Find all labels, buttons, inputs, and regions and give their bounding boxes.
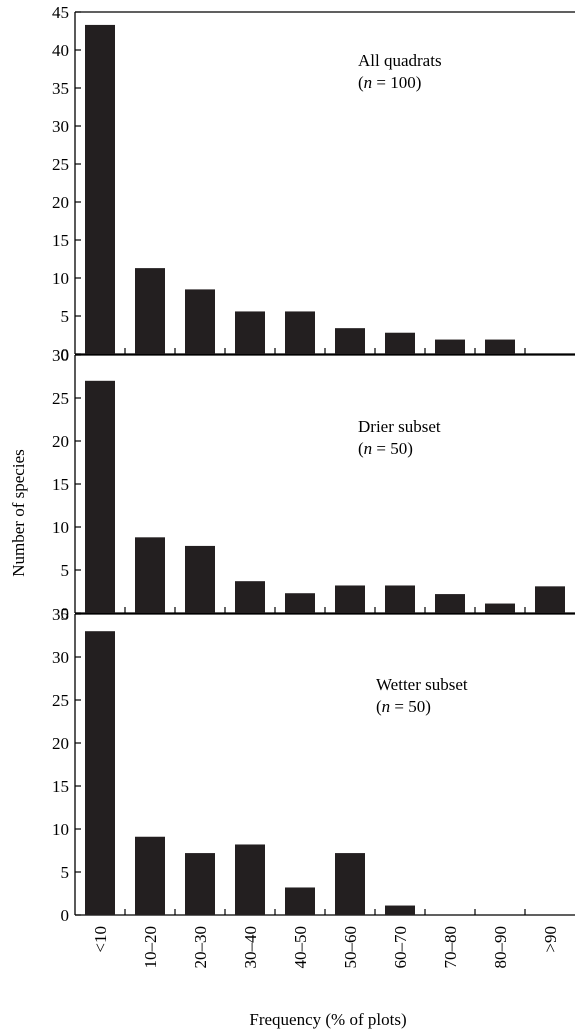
- bar-60–70: [385, 585, 415, 613]
- x-tick-label: 70–80: [441, 926, 460, 969]
- y-tick-label: 25: [52, 389, 69, 408]
- y-tick-label: 30: [52, 117, 69, 136]
- bar-20–30: [185, 289, 215, 354]
- y-tick-label: 0: [61, 345, 70, 364]
- x-tick-label: <10: [91, 926, 110, 953]
- y-tick-label: 10: [52, 820, 69, 839]
- bar-40–50: [285, 311, 315, 354]
- y-tick-label: 0: [61, 906, 70, 925]
- y-tick-label: 15: [52, 231, 69, 250]
- bar-70–80: [435, 594, 465, 613]
- bar-30–40: [235, 581, 265, 613]
- x-axis-title: Frequency (% of plots): [249, 1010, 406, 1029]
- bar-60–70: [385, 905, 415, 915]
- y-tick-label: 20: [52, 432, 69, 451]
- bar-80–90: [485, 603, 515, 613]
- bar->90: [535, 586, 565, 613]
- bar-50–60: [335, 328, 365, 354]
- panel-annotation-title: Wetter subset: [376, 675, 468, 694]
- y-axis-title: Number of species: [9, 449, 28, 576]
- bar-60–70: [385, 332, 415, 354]
- y-tick-label: 0: [61, 604, 70, 623]
- y-tick-label: 30: [52, 648, 69, 667]
- x-tick-label: 80–90: [491, 926, 510, 969]
- bar-70–80: [435, 339, 465, 354]
- bar-40–50: [285, 887, 315, 915]
- bar-<10: [85, 380, 115, 613]
- x-tick-label: 10–20: [141, 926, 160, 969]
- panel-annotation-n: (n = 50): [376, 697, 431, 716]
- bar-<10: [85, 631, 115, 915]
- bar-20–30: [185, 853, 215, 915]
- bar-30–40: [235, 844, 265, 915]
- x-tick-label: 50–60: [341, 926, 360, 969]
- panel-annotation-title: All quadrats: [358, 51, 442, 70]
- y-tick-label: 15: [52, 777, 69, 796]
- y-tick-label: 20: [52, 734, 69, 753]
- x-tick-label: 20–30: [191, 926, 210, 969]
- y-tick-label: 10: [52, 269, 69, 288]
- y-tick-label: 45: [52, 3, 69, 22]
- y-tick-label: 10: [52, 518, 69, 537]
- y-tick-label: 20: [52, 193, 69, 212]
- bar-50–60: [335, 585, 365, 613]
- bar-80–90: [485, 339, 515, 354]
- bar-10–20: [135, 836, 165, 915]
- x-tick-label: 40–50: [291, 926, 310, 969]
- y-tick-label: 25: [52, 691, 69, 710]
- panel-annotation-title: Drier subset: [358, 417, 441, 436]
- y-tick-label: 5: [61, 863, 70, 882]
- bar-10–20: [135, 268, 165, 354]
- bar-<10: [85, 24, 115, 354]
- x-tick-label: >90: [541, 926, 560, 953]
- panel-2: 0 5 10 15 20 25 30 Drier subset (n = 50): [52, 346, 575, 623]
- y-tick-label: 5: [61, 307, 70, 326]
- y-tick-label: 40: [52, 41, 69, 60]
- y-tick-label: 35: [52, 79, 69, 98]
- bar-10–20: [135, 537, 165, 613]
- y-tick-label: 30: [52, 346, 69, 365]
- panel-annotation-n: (n = 100): [358, 73, 421, 92]
- x-tick-labels: <10 10–20 20–30 30–40 40–50 50–60 60–70 70–80 80…: [91, 926, 560, 969]
- panel-annotation-n: (n = 50): [358, 439, 413, 458]
- panel-1: 0 5 10 15 20 25 30 35 40 45 All quadrats (n = 100): [52, 3, 575, 364]
- bar-40–50: [285, 593, 315, 613]
- y-tick-label: 25: [52, 155, 69, 174]
- bar-20–30: [185, 545, 215, 613]
- bar-50–60: [335, 853, 365, 915]
- y-tick-label: 5: [61, 561, 70, 580]
- bar-30–40: [235, 311, 265, 354]
- x-tick-label: 30–40: [241, 926, 260, 969]
- y-tick-label: 15: [52, 475, 69, 494]
- x-tick-label: 60–70: [391, 926, 410, 969]
- panel-3: 0 5 10 15 20 25 30 35 Wetter subset (n = 50): [52, 605, 575, 925]
- y-tick-label: 35: [52, 605, 69, 624]
